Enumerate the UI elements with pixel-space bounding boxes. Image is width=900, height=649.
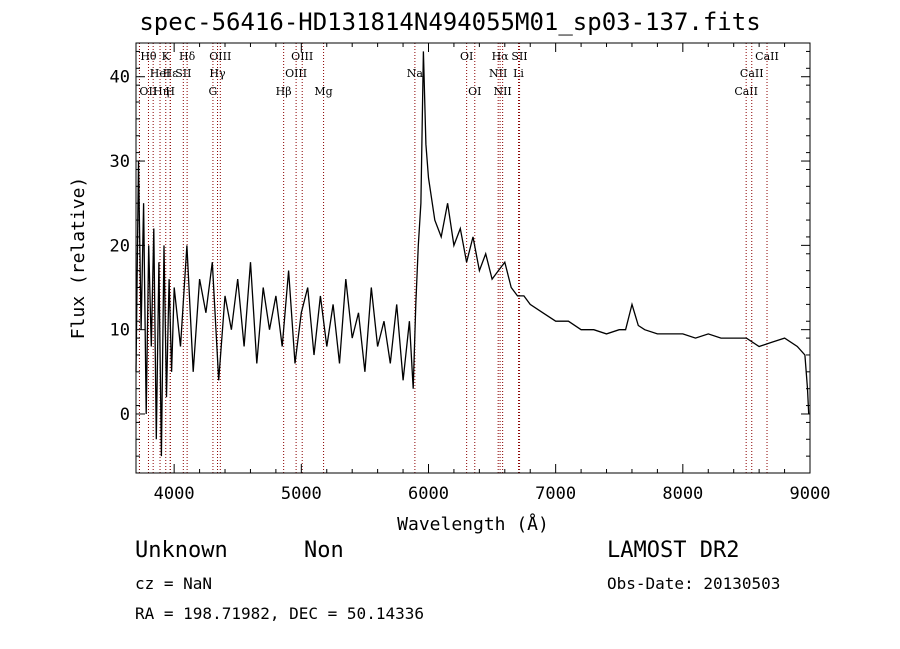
spectral-line-label: HeI [150, 67, 170, 80]
spectrum-series [135, 51, 810, 457]
spectral-line-label: CaII [740, 67, 764, 80]
y-tick-label: 40 [110, 68, 130, 88]
spectral-line-label: Li [513, 67, 524, 80]
spectral-line-label: CaII [755, 50, 779, 63]
spectral-line-label: SII [511, 50, 527, 63]
x-tick-label: 9000 [790, 484, 831, 504]
spectral-line-label: Na [407, 67, 424, 80]
spectral-line-label: SII [175, 67, 191, 80]
spectral-line-label: NII [489, 67, 507, 80]
spectral-line-label: K [162, 50, 171, 63]
spectral-line-label: OIII [285, 67, 307, 80]
spectral-line-label: OI [468, 85, 481, 98]
obs-date: Obs-Date: 20130503 [607, 574, 781, 593]
x-tick-label: 6000 [408, 484, 449, 504]
x-axis-label: Wavelength (Å) [397, 513, 549, 535]
spectral-line-label: Mg [314, 85, 332, 98]
coordinates: RA = 198.71982, DEC = 50.14336 [135, 604, 424, 623]
x-tick-label: 8000 [662, 484, 703, 504]
spectral-line-label: Hγ [209, 67, 226, 80]
spectral-line-label: Hθ [140, 50, 157, 63]
spectral-line-label: OIII [209, 50, 231, 63]
x-tick-label: 4000 [154, 484, 195, 504]
redshift: cz = NaN [135, 574, 213, 593]
spectral-line-label: Hα [492, 50, 510, 63]
spectral-line-label: OIII [291, 50, 313, 63]
spectral-class: Unknown [135, 538, 228, 563]
y-tick-label: 20 [110, 236, 130, 256]
chart-title: spec-56416-HD131814N494055M01_sp03-137.f… [139, 8, 761, 36]
spectral-line-label: Hδ [179, 50, 196, 63]
y-axis-label: Flux (relative) [68, 177, 89, 340]
spectral-line-label: H [165, 85, 175, 98]
spectral-subclass: Non [304, 538, 344, 563]
plot-frame [135, 42, 811, 474]
y-tick-label: 0 [120, 405, 130, 425]
y-tick-label: 10 [110, 321, 130, 341]
x-tick-label: 7000 [535, 484, 576, 504]
spectral-line-label: OI [460, 50, 473, 63]
spectral-line-label: G [209, 85, 218, 98]
spectral-line-label: CaII [734, 85, 758, 98]
x-tick-label: 5000 [281, 484, 322, 504]
spectral-line-label: NII [493, 85, 511, 98]
spectral-line-label: Hβ [276, 85, 292, 98]
y-tick-label: 30 [110, 152, 130, 172]
survey-name: LAMOST DR2 [607, 538, 740, 563]
